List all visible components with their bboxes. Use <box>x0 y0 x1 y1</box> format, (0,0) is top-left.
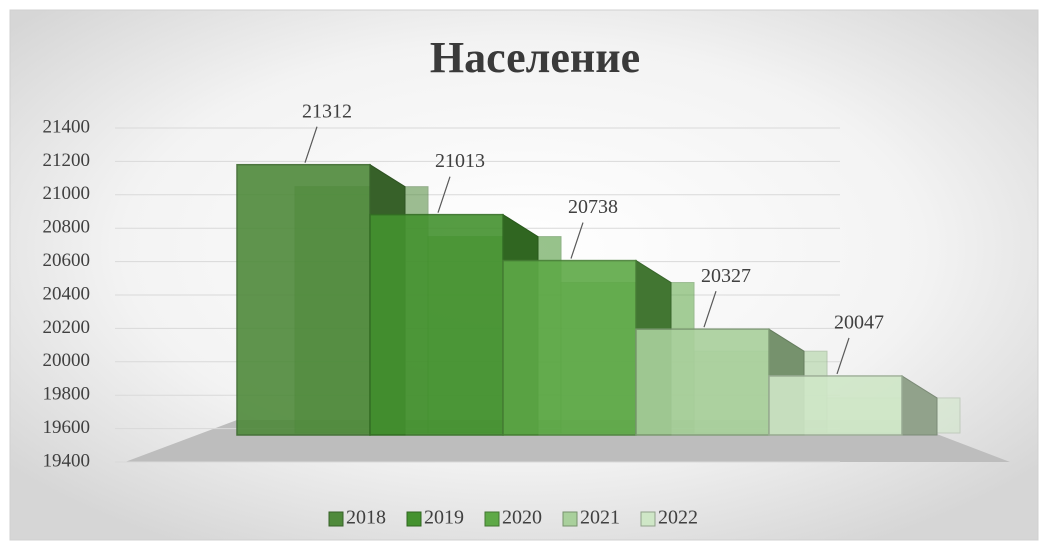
y-tick-label: 21200 <box>43 150 91 171</box>
leader-line <box>570 222 584 259</box>
y-tick-label: 20800 <box>43 217 91 238</box>
legend-label: 2018 <box>346 507 386 529</box>
y-tick-label: 20600 <box>43 250 91 271</box>
legend-swatch <box>640 511 656 527</box>
y-tick-label: 19800 <box>43 384 91 405</box>
legend-label: 2019 <box>424 507 464 529</box>
y-tick-label: 21000 <box>43 183 91 204</box>
legend-swatch <box>328 511 344 527</box>
y-tick-label: 20000 <box>43 350 91 371</box>
leader-line <box>703 291 717 328</box>
y-tick-label: 19600 <box>43 417 91 438</box>
data-label: 21312 <box>302 100 352 122</box>
legend-label: 2020 <box>502 507 542 529</box>
legend-label: 2021 <box>580 507 620 529</box>
y-tick-label: 21400 <box>43 116 91 137</box>
legend-swatch <box>406 511 422 527</box>
legend-swatch <box>484 511 500 527</box>
bar-front <box>502 259 637 436</box>
y-tick-label: 20200 <box>43 317 91 338</box>
legend-label: 2022 <box>658 507 698 529</box>
bar-front <box>236 163 371 436</box>
chart-title: Население <box>430 33 640 82</box>
leader-line <box>836 337 850 375</box>
bar <box>768 375 961 436</box>
leader-line <box>437 176 451 213</box>
data-label: 20738 <box>568 196 618 218</box>
data-label: 21013 <box>435 150 485 172</box>
data-label: 20327 <box>701 265 751 287</box>
bar-front <box>635 328 770 436</box>
legend-swatch <box>562 511 578 527</box>
data-label: 20047 <box>834 312 884 334</box>
bar-front <box>369 213 504 436</box>
y-tick-label: 20400 <box>43 283 91 304</box>
leader-line <box>304 126 318 163</box>
bar-front <box>768 375 903 436</box>
y-tick-label: 19400 <box>43 450 91 471</box>
